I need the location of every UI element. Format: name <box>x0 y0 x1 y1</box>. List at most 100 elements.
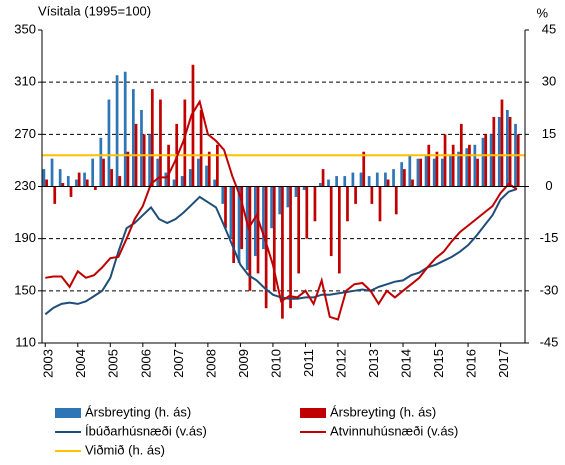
y-tick-label: 270 <box>14 126 36 141</box>
bar <box>156 158 160 187</box>
y2-axis-title: % <box>536 5 548 20</box>
y-tick-label: 350 <box>14 21 36 36</box>
bar <box>351 172 355 187</box>
bar <box>416 158 420 187</box>
bar <box>508 116 512 187</box>
y2-tick-label: -15 <box>540 230 559 245</box>
bar <box>319 183 322 187</box>
bar <box>484 134 488 187</box>
bar <box>45 179 48 187</box>
bar <box>370 186 374 204</box>
legend-label: Atvinnuhúsnæði (v.ás) <box>330 423 458 438</box>
bar <box>337 186 341 274</box>
bar <box>392 169 395 187</box>
x-tick-label: 2012 <box>333 349 348 378</box>
bar <box>216 144 219 187</box>
bar <box>240 186 244 250</box>
y2-tick-label: -30 <box>540 282 559 297</box>
bar <box>85 179 89 187</box>
x-tick-label: 2017 <box>496 349 511 378</box>
y2-tick-label: 15 <box>542 126 556 141</box>
bar <box>213 179 217 187</box>
bar <box>305 186 309 239</box>
bar <box>473 144 477 187</box>
bar <box>224 186 227 229</box>
bar <box>229 186 233 239</box>
x-tick-label: 2016 <box>464 349 479 378</box>
bar <box>335 176 338 187</box>
bar <box>42 169 46 187</box>
bar <box>270 186 273 229</box>
y-tick-label: 110 <box>15 334 36 349</box>
legend-label: Ársbreyting (h. ás) <box>330 404 436 419</box>
bar <box>457 151 460 187</box>
bar <box>289 186 292 309</box>
bar <box>294 186 298 197</box>
bar <box>481 137 485 187</box>
bar <box>164 172 168 187</box>
legend-label: Viðmið (h. ás) <box>85 442 165 457</box>
bar <box>172 179 176 187</box>
bar <box>199 109 203 187</box>
bar <box>256 186 260 274</box>
bar <box>61 183 65 187</box>
bar <box>245 186 249 270</box>
y-tick-label: 190 <box>14 230 36 245</box>
bar <box>281 186 284 319</box>
bar <box>375 172 379 187</box>
y2-tick-label: 0 <box>545 178 552 193</box>
bar <box>403 169 406 187</box>
bar <box>343 176 347 187</box>
bar <box>435 151 439 187</box>
legend-swatch <box>55 408 81 418</box>
bar <box>408 155 412 187</box>
bar <box>297 186 301 274</box>
bar <box>346 186 349 222</box>
bar <box>384 172 387 187</box>
y2-tick-label: 30 <box>542 74 556 89</box>
bar <box>75 179 78 187</box>
bar <box>167 144 170 187</box>
bar <box>367 176 371 187</box>
bar <box>427 144 431 187</box>
bar <box>432 158 436 187</box>
bar <box>191 64 195 187</box>
bar <box>506 109 509 187</box>
bar <box>142 134 146 187</box>
bar <box>419 158 423 187</box>
bar <box>66 176 70 187</box>
bar <box>492 116 496 187</box>
bar <box>102 158 105 187</box>
y-axis-title: Vísitala (1995=100) <box>38 3 151 18</box>
bar <box>159 99 162 187</box>
bar <box>148 134 151 187</box>
legend-label: Ársbreyting (h. ás) <box>85 404 191 419</box>
bar <box>465 148 469 187</box>
bar <box>424 155 428 187</box>
y2-tick-label: -45 <box>540 334 559 349</box>
line <box>45 99 518 321</box>
bar <box>115 75 119 187</box>
bar <box>180 176 184 187</box>
bar <box>500 99 504 187</box>
bar <box>440 158 444 187</box>
bar <box>221 186 225 204</box>
x-tick-label: 2003 <box>41 349 56 378</box>
bar <box>237 186 241 264</box>
bar <box>253 186 257 257</box>
bar <box>107 99 111 187</box>
bar <box>183 99 187 187</box>
x-tick-label: 2009 <box>236 349 251 378</box>
bar <box>286 186 290 208</box>
bar <box>205 165 208 187</box>
bar <box>394 186 398 215</box>
bar <box>262 186 265 250</box>
bar <box>329 186 333 257</box>
bar <box>118 176 122 187</box>
bar <box>489 134 493 187</box>
bar <box>354 186 357 204</box>
bar <box>126 151 130 187</box>
x-tick-label: 2010 <box>268 349 283 378</box>
bar <box>91 158 95 187</box>
